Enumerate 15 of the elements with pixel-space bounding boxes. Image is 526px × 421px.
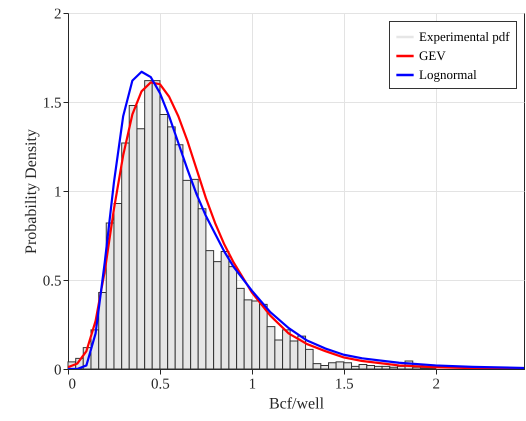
legend-label: Lognormal xyxy=(419,67,478,82)
x-tick-label: 2 xyxy=(432,376,440,392)
x-tick-label: 1 xyxy=(248,376,256,392)
y-tick-label: 1 xyxy=(54,184,62,200)
legend-label: Experimental pdf xyxy=(419,29,510,44)
y-tick-label: 0 xyxy=(54,362,62,378)
x-tick-label: 0.5 xyxy=(151,376,170,392)
x-axis-title: Bcf/well xyxy=(268,396,325,412)
legend-label: GEV xyxy=(419,48,446,63)
y-tick-label: 1.5 xyxy=(42,96,62,112)
x-tick-label: 1.5 xyxy=(334,376,354,392)
x-tick-label: 0 xyxy=(68,376,76,392)
y-tick-label: 2 xyxy=(54,6,62,22)
y-axis-title: Probability Density xyxy=(22,129,40,254)
y-tick-label: 0.5 xyxy=(42,274,62,290)
